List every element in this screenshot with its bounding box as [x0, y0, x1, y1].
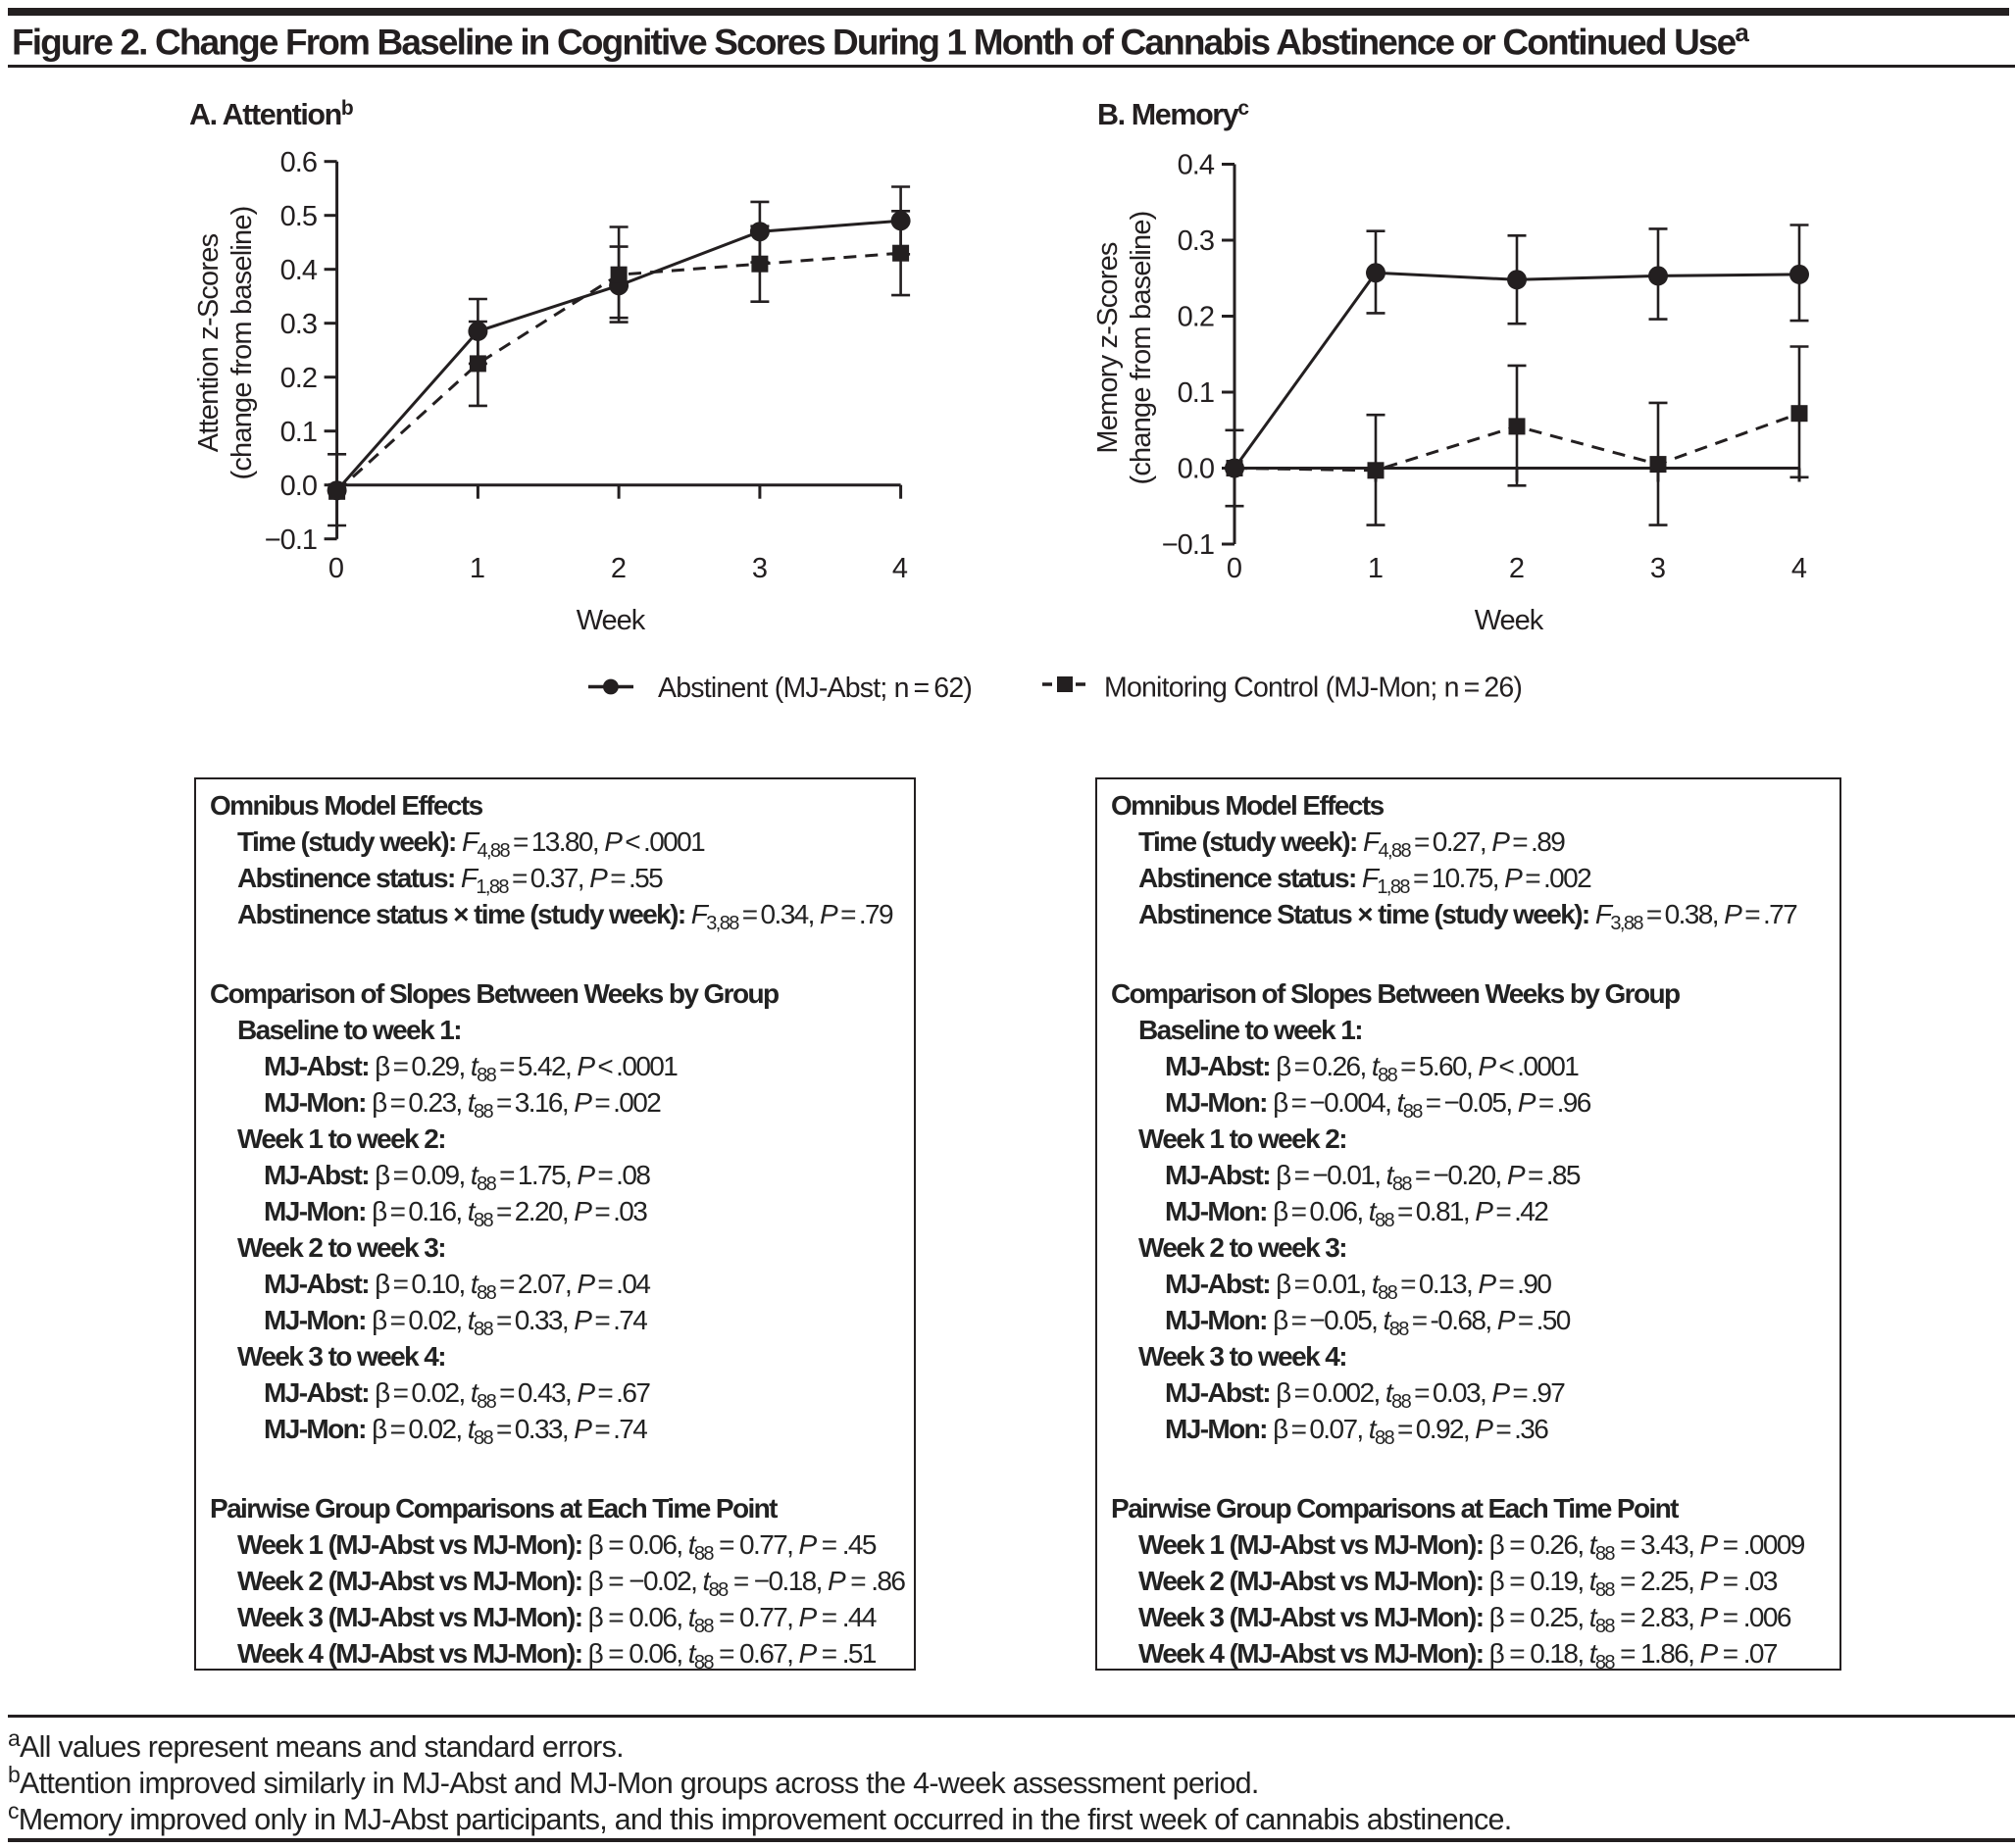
- svg-text:−0.1: −0.1: [265, 524, 317, 556]
- svg-text:3: 3: [752, 553, 768, 584]
- svg-text:0.5: 0.5: [280, 201, 317, 232]
- svg-text:Monitoring Control (MJ-Mon; n: Monitoring Control (MJ-Mon; n = 26): [1104, 673, 1522, 704]
- svg-text:(change from baseline): (change from baseline): [227, 207, 258, 480]
- svg-text:0.1: 0.1: [280, 417, 317, 448]
- svg-text:Attention z-Scores: Attention z-Scores: [193, 233, 225, 452]
- svg-text:0.0: 0.0: [1178, 454, 1214, 485]
- svg-text:B. Memoryc: B. Memoryc: [1097, 97, 1249, 131]
- svg-text:1: 1: [470, 553, 485, 584]
- svg-text:(change from baseline): (change from baseline): [1126, 212, 1157, 485]
- svg-text:0: 0: [328, 553, 344, 584]
- svg-text:Abstinent (MJ-Abst; n = 62): Abstinent (MJ-Abst; n = 62): [658, 673, 972, 704]
- svg-text:Week: Week: [1475, 605, 1544, 636]
- svg-text:−0.1: −0.1: [1162, 529, 1214, 561]
- svg-text:A. Attentionb: A. Attentionb: [189, 97, 353, 131]
- svg-text:4: 4: [1791, 553, 1807, 584]
- svg-text:2: 2: [611, 553, 627, 584]
- svg-text:1: 1: [1368, 553, 1384, 584]
- svg-text:0: 0: [1227, 553, 1242, 584]
- svg-text:0.1: 0.1: [1178, 377, 1214, 409]
- svg-text:0.3: 0.3: [280, 309, 317, 340]
- svg-text:Memory z-Scores: Memory z-Scores: [1092, 242, 1124, 453]
- svg-text:0.3: 0.3: [1178, 225, 1214, 257]
- svg-text:4: 4: [892, 553, 908, 584]
- svg-text:0.6: 0.6: [280, 147, 317, 178]
- svg-text:0.2: 0.2: [1178, 302, 1214, 333]
- svg-text:Week: Week: [577, 605, 646, 636]
- svg-text:0.2: 0.2: [280, 363, 317, 394]
- svg-text:0.4: 0.4: [280, 255, 318, 286]
- svg-text:0.0: 0.0: [280, 471, 317, 502]
- svg-text:0.4: 0.4: [1178, 150, 1215, 181]
- svg-text:3: 3: [1650, 553, 1666, 584]
- svg-text:2: 2: [1509, 553, 1525, 584]
